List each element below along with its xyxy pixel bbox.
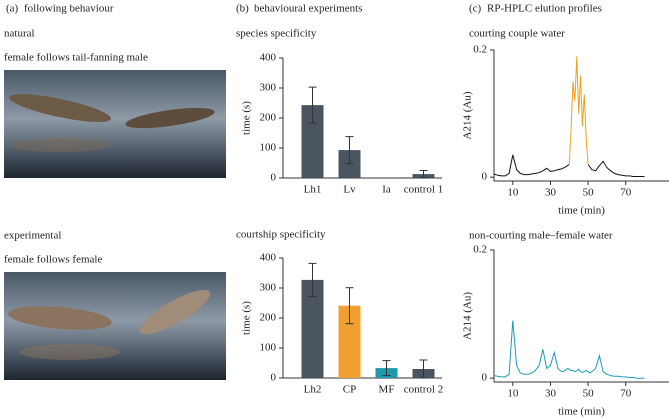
y-axis-label: A214 (Au): [462, 91, 474, 139]
chart-title: courting couple water: [469, 28, 565, 40]
y-axis-label: time (s): [241, 101, 253, 135]
x-tick-label: control 1: [404, 184, 443, 196]
x-tick-label: CP: [343, 384, 356, 396]
panel-label: (a): [6, 3, 19, 15]
y-tick-label: 0.2: [473, 44, 487, 56]
caption: female follows female: [4, 254, 102, 266]
x-tick-label: MF: [379, 384, 395, 396]
y-tick-label: 0: [482, 372, 488, 384]
chart-title: courtship specificity: [236, 229, 326, 241]
y-tick-label: 200: [260, 312, 277, 324]
x-tick-label: 30: [545, 187, 557, 199]
y-tick-label: 100: [260, 142, 277, 154]
x-axis-label: time (min): [558, 406, 605, 418]
caption: experimental: [4, 230, 61, 242]
panel-title: RP-HPLC elution profiles: [487, 3, 602, 15]
y-tick-label: 300: [260, 282, 277, 294]
bar: [301, 279, 324, 378]
y-tick-label: 400: [260, 252, 277, 264]
y-axis-label: time (s): [241, 301, 253, 335]
chart-title: species specificity: [236, 28, 317, 40]
y-axis-label: A214 (Au): [462, 292, 474, 340]
x-tick-label: 10: [507, 388, 519, 400]
panel-title: following behaviour: [24, 3, 114, 15]
panel-label: (c): [469, 3, 482, 15]
y-tick-label: 300: [260, 82, 277, 94]
x-tick-label: 10: [507, 187, 519, 199]
x-axis-label: time (min): [558, 205, 605, 217]
line-series: [568, 56, 589, 165]
y-tick-label: 0.2: [473, 244, 487, 256]
x-tick-label: 70: [620, 388, 632, 400]
y-tick-label: 100: [260, 342, 277, 354]
y-tick-label: 200: [260, 112, 277, 124]
x-tick-label: 50: [583, 187, 595, 199]
photo-experimental: [4, 272, 226, 380]
y-tick-label: 400: [260, 52, 277, 64]
y-tick-label: 0: [482, 171, 488, 183]
panel-label: (b): [236, 3, 249, 15]
caption: natural: [4, 28, 35, 40]
x-tick-label: Lv: [343, 184, 356, 196]
x-tick-label: 70: [620, 187, 632, 199]
bar: [301, 105, 324, 178]
panel-title: behavioural experiments: [254, 3, 362, 15]
caption: female follows tail-fanning male: [4, 52, 148, 64]
line-series: [493, 154, 645, 177]
chart-title: non-courting male–female water: [469, 230, 613, 242]
line-series: [493, 320, 645, 379]
x-tick-label: Ia: [382, 184, 391, 196]
x-tick-label: Lh1: [304, 184, 322, 196]
y-tick-label: 0: [271, 172, 277, 184]
bar: [338, 305, 361, 378]
x-tick-label: Lh2: [304, 384, 322, 396]
x-tick-label: 50: [583, 388, 595, 400]
x-tick-label: control 2: [404, 384, 443, 396]
photo-natural: [4, 70, 226, 178]
x-tick-label: 30: [545, 388, 557, 400]
y-tick-label: 0: [271, 372, 277, 384]
